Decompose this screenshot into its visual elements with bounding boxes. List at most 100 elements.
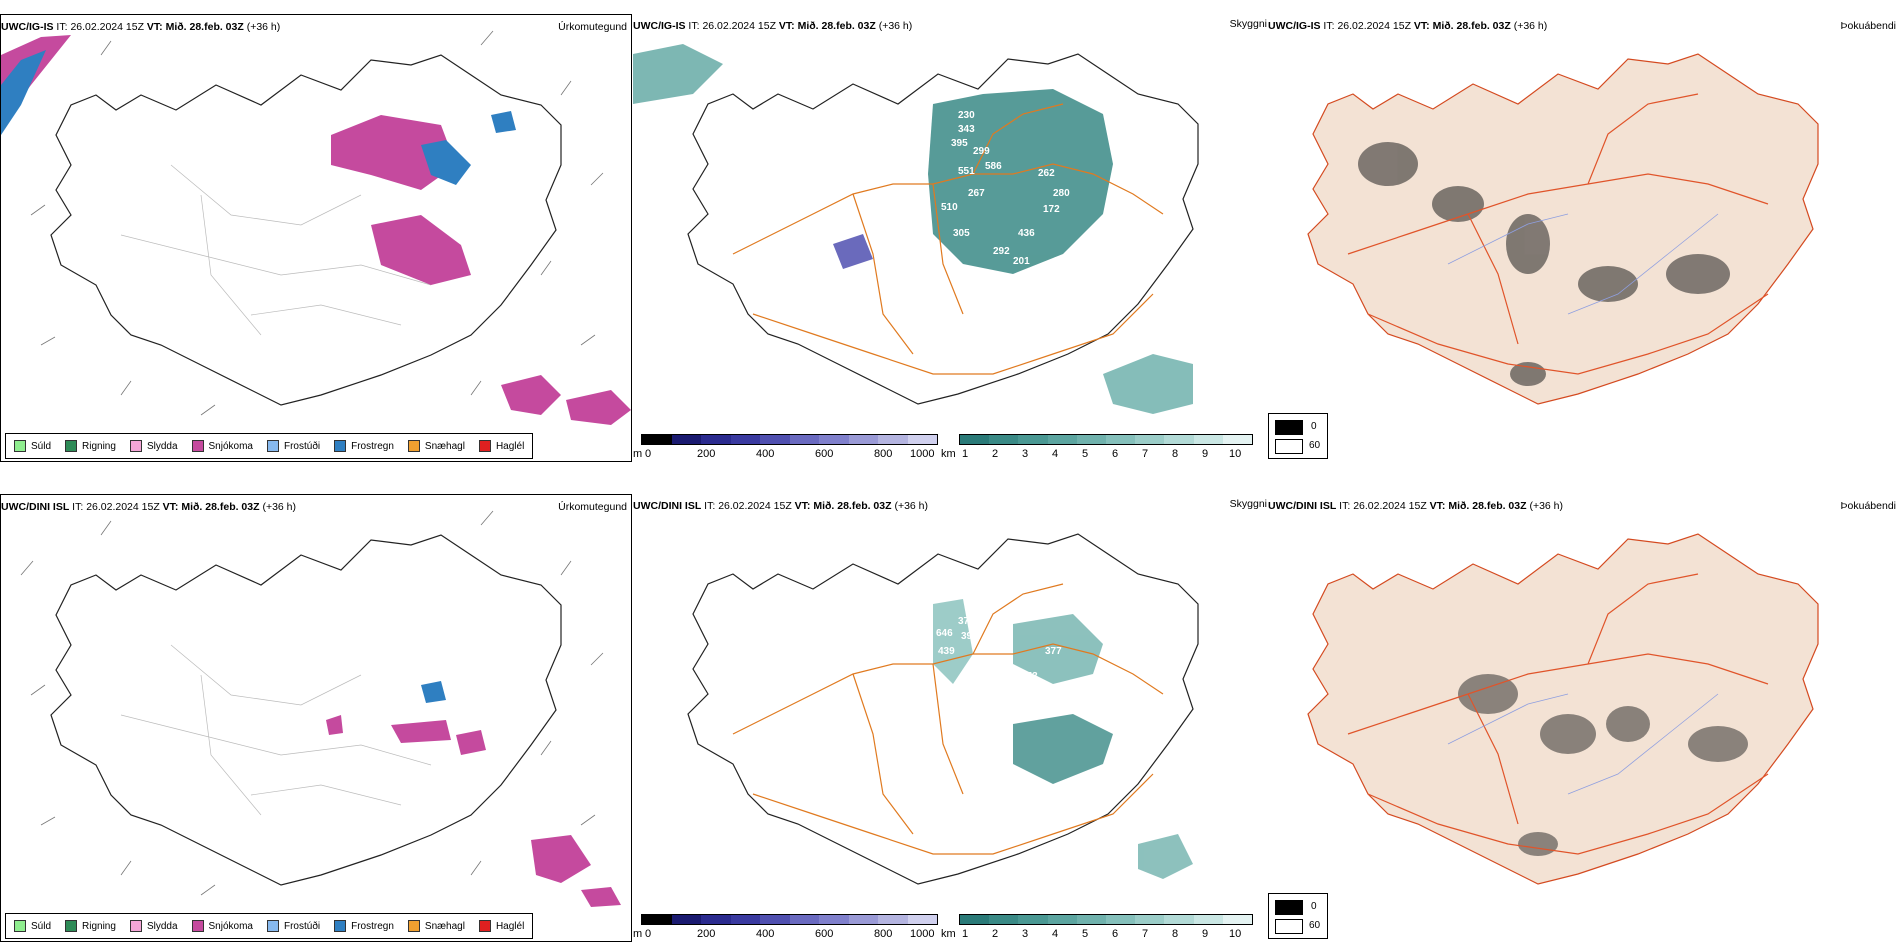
- field-title: Úrkomutegund: [558, 21, 627, 33]
- legend-label: Snæhagl: [424, 920, 465, 932]
- fog-legend-white: [1275, 439, 1303, 454]
- swatch: [478, 440, 491, 452]
- swatch: [334, 920, 347, 932]
- legend-label: Súld: [31, 920, 52, 932]
- visibility-shading: [933, 599, 1193, 879]
- field-title: Þokuábendi: [1840, 500, 1896, 512]
- value-label: 267: [968, 188, 985, 199]
- rivers: [1447, 693, 1719, 795]
- swatch: [407, 440, 420, 452]
- panel-header: UWC/IG-IS IT: 26.02.2024 15Z VT: Mið. 28…: [1, 21, 281, 33]
- tick-label: 800: [874, 928, 893, 940]
- precip-map-bottom: [20, 510, 621, 907]
- panel-header: UWC/DINI ISL IT: 26.02.2024 15Z VT: Mið.…: [1, 501, 297, 513]
- tick-label: 2: [992, 928, 999, 940]
- legend-item: Haglél: [478, 920, 524, 932]
- legend-label: Haglél: [495, 440, 525, 452]
- precip-type-panel-bottom: UWC/DINI ISL IT: 26.02.2024 15Z VT: Mið.…: [0, 494, 632, 942]
- legend-label: Rigning: [82, 440, 116, 452]
- legend-item: Rigning: [65, 440, 116, 452]
- value-label: 25: [1103, 236, 1115, 247]
- swatch: [14, 440, 26, 452]
- value-label: 128: [1053, 256, 1070, 267]
- visibility-colorbar-bottom: km 1 2 3 4 5 6 7 8 9 10: [941, 914, 1261, 948]
- rivers: [1447, 213, 1719, 315]
- visibility-panel-bottom: 376 646 395 439 377 253 211 302 UWC/DINI…: [633, 494, 1267, 942]
- value-label: 395: [951, 138, 968, 149]
- freezing-rain-areas: [421, 681, 446, 703]
- fog-map-top: [1307, 53, 1819, 405]
- panel-header: UWC/IG-IS IT: 26.02.2024 15Z VT: Mið. 28…: [633, 20, 913, 32]
- legend-item: Snæhagl: [407, 440, 465, 452]
- swatch: [266, 440, 279, 452]
- legend-item: Slydda: [129, 440, 178, 452]
- snow-areas: [326, 715, 621, 907]
- value-label: 211: [961, 686, 978, 697]
- value-label: 343: [958, 124, 975, 135]
- tick-label: 10: [1229, 928, 1242, 940]
- swatch: [65, 920, 78, 932]
- legend-item: Snjókoma: [191, 920, 253, 932]
- cloud-base-colorbar-top: m 0 200 400 600 800 1000: [633, 434, 938, 468]
- legend-label: Slydda: [146, 440, 178, 452]
- value-label: 395: [961, 631, 978, 642]
- tick-label: 3: [1022, 448, 1029, 460]
- fog-legend-white: [1275, 919, 1303, 934]
- legend-label: Snjókoma: [208, 440, 253, 452]
- tick-label: 0: [645, 448, 652, 460]
- iceland-outline: [687, 533, 1199, 885]
- tick-label: 400: [756, 448, 775, 460]
- tick-label: 600: [815, 448, 834, 460]
- legend-item: Súld: [14, 920, 51, 932]
- visibility-values: 376 646 395 439 377 253 211 302: [936, 616, 1125, 725]
- value-label: 230: [958, 110, 975, 121]
- roads: [732, 103, 1164, 375]
- colorbar-unit: m: [633, 448, 643, 460]
- legend-item: Haglél: [478, 440, 525, 452]
- visibility-panel-top: 230 343 395 299 586 551 267 262 280 510 …: [633, 14, 1267, 462]
- tick-label: 1000: [910, 928, 935, 940]
- colorbar-strip: [641, 914, 938, 925]
- tick-label: 9: [1202, 928, 1209, 940]
- value-label: 439: [938, 646, 955, 657]
- swatch: [129, 440, 142, 452]
- legend-label: Snæhagl: [424, 440, 465, 452]
- field-title: Þokuábendi: [1840, 20, 1896, 32]
- colorbar-unit: km: [941, 448, 956, 460]
- panel-header: UWC/DINI ISL IT: 26.02.2024 15Z VT: Mið.…: [633, 500, 929, 512]
- legend-label: Frostregn: [351, 440, 394, 452]
- value-label: 305: [953, 228, 970, 239]
- value-label: 164: [1113, 261, 1130, 272]
- tick-label: 4: [1052, 448, 1059, 460]
- swatch: [129, 920, 142, 932]
- tick-label: 200: [697, 928, 716, 940]
- legend-label: Frostúði: [283, 920, 321, 932]
- precip-type-panel-top: UWC/IG-IS IT: 26.02.2024 15Z VT: Mið. 28…: [0, 14, 632, 462]
- legend-item: Frostregn: [334, 440, 394, 452]
- panel-header: UWC/DINI ISL IT: 26.02.2024 15Z VT: Mið.…: [1268, 500, 1564, 512]
- swatch: [191, 440, 204, 452]
- tick-label: 600: [815, 928, 834, 940]
- value-label: 586: [985, 161, 1002, 172]
- roads: [732, 583, 1164, 855]
- tick-label: 3: [1022, 928, 1029, 940]
- tick-label: 800: [874, 448, 893, 460]
- legend-item: Frostregn: [334, 920, 394, 932]
- tick-label: 8: [1172, 928, 1179, 940]
- value-label: 376: [958, 616, 975, 627]
- legend-label: Rigning: [82, 920, 116, 932]
- roads: [120, 164, 432, 336]
- fog-panel-bottom: UWC/DINI ISL IT: 26.02.2024 15Z VT: Mið.…: [1268, 494, 1900, 942]
- tick-label: 9: [1202, 448, 1209, 460]
- value-label: 436: [1018, 228, 1035, 239]
- panel-header: UWC/IG-IS IT: 26.02.2024 15Z VT: Mið. 28…: [1268, 20, 1548, 32]
- swatch: [65, 440, 78, 452]
- fog-map-bottom: [1307, 533, 1819, 885]
- colorbar-strip: [641, 434, 938, 445]
- iceland-land: [1307, 53, 1819, 405]
- fog-legend-bottom-label: 60: [1309, 920, 1321, 931]
- tick-label: 7: [1142, 448, 1149, 460]
- tick-label: 1: [962, 928, 969, 940]
- value-label: 646: [936, 628, 953, 639]
- iceland-outline: [50, 534, 562, 886]
